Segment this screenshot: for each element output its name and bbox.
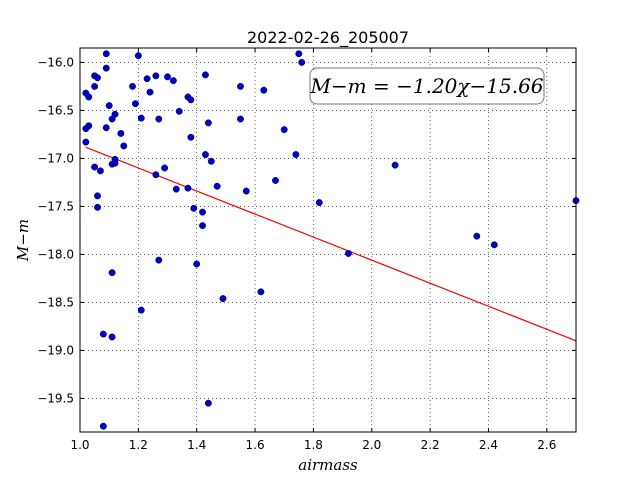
- y-tick-label: −18.5: [37, 295, 74, 309]
- data-point: [213, 182, 221, 190]
- data-point: [94, 192, 101, 200]
- data-point: [102, 124, 110, 132]
- grid-lines: [79, 48, 576, 432]
- data-point: [344, 249, 352, 257]
- fit-line-group: [85, 146, 577, 342]
- data-point: [137, 114, 145, 122]
- x-tick-label: 1.8: [304, 438, 323, 452]
- x-tick-label: 1.0: [70, 438, 89, 452]
- x-tick-label: 1.4: [187, 438, 206, 452]
- data-point: [94, 74, 101, 82]
- data-point: [102, 64, 110, 72]
- data-point: [102, 50, 110, 58]
- data-point: [199, 222, 206, 230]
- data-point: [207, 157, 215, 165]
- data-point: [96, 167, 104, 175]
- data-point: [315, 199, 323, 207]
- data-point: [473, 232, 481, 240]
- y-tick-label: −16.0: [37, 55, 74, 69]
- data-point: [193, 260, 201, 268]
- data-point: [91, 163, 99, 171]
- y-tick-label: −18.0: [37, 247, 74, 261]
- data-point: [117, 129, 125, 137]
- data-point: [82, 125, 90, 133]
- x-tick-label: 2.6: [537, 438, 556, 452]
- plot-area: [80, 48, 576, 432]
- data-point: [280, 126, 288, 134]
- y-tick-label: −17.5: [37, 199, 74, 213]
- data-point: [161, 164, 169, 172]
- data-point: [391, 161, 399, 169]
- x-tick-label: 2.0: [362, 438, 381, 452]
- data-point: [152, 72, 160, 80]
- data-point: [82, 138, 90, 146]
- data-point: [237, 82, 244, 90]
- data-point: [199, 208, 206, 216]
- data-point: [204, 399, 212, 407]
- fit-equation-box: M−m = −1.20χ−15.66: [309, 67, 545, 105]
- chart-title: 2022-02-26_205007: [247, 28, 409, 48]
- data-point: [155, 115, 163, 123]
- fit-equation-frame: [309, 67, 545, 105]
- data-point: [242, 187, 250, 195]
- data-point: [219, 295, 227, 303]
- data-point: [99, 422, 107, 430]
- plot-frame: [79, 47, 577, 433]
- data-point: [108, 115, 116, 123]
- x-tick-label: 1.2: [129, 438, 148, 452]
- data-point: [237, 115, 244, 123]
- data-point: [190, 204, 198, 212]
- y-tick-label: −19.0: [37, 343, 74, 357]
- y-tick-label: −17.0: [37, 151, 74, 165]
- x-tick-label: 1.6: [246, 438, 265, 452]
- fit-line: [85, 146, 577, 342]
- data-point: [298, 58, 306, 66]
- x-tick-label: 2.2: [421, 438, 440, 452]
- data-point: [91, 82, 99, 90]
- data-point: [257, 288, 265, 296]
- data-point: [202, 71, 209, 79]
- y-tick-label: −19.5: [37, 391, 74, 405]
- fit-equation-text: M−m = −1.20χ−15.66: [309, 74, 543, 98]
- data-point: [111, 159, 119, 167]
- data-point: [120, 142, 128, 150]
- data-point: [260, 86, 268, 94]
- data-point: [155, 256, 163, 264]
- data-point: [202, 151, 209, 159]
- axis-ticks: 1.0 1.2 1.4 1.6 1.8 2.0 2.2 2.4 2.6 −16.0 −16.5 −17…: [37, 48, 576, 452]
- data-point: [131, 100, 139, 108]
- data-points: [82, 50, 580, 430]
- data-point: [129, 82, 136, 90]
- data-point: [295, 50, 303, 58]
- data-point: [204, 119, 212, 127]
- data-point: [108, 269, 116, 277]
- data-point: [164, 73, 171, 81]
- data-point: [143, 75, 151, 83]
- x-tick-label: 2.4: [479, 438, 498, 452]
- data-point: [272, 177, 279, 184]
- data-point: [105, 102, 113, 110]
- data-point: [169, 77, 177, 85]
- data-point: [172, 185, 180, 193]
- data-point: [108, 333, 116, 341]
- data-point: [94, 203, 101, 211]
- data-point: [187, 96, 195, 104]
- data-point: [137, 306, 145, 314]
- y-tick-label: −16.5: [37, 103, 74, 117]
- data-point: [490, 241, 498, 249]
- data-point: [85, 93, 93, 101]
- data-point: [175, 107, 183, 115]
- data-point: [134, 52, 142, 60]
- data-point: [184, 184, 192, 192]
- data-point: [99, 330, 107, 338]
- data-point: [152, 171, 160, 179]
- x-axis-label: airmass: [298, 456, 358, 474]
- data-point: [292, 151, 300, 159]
- y-axis-label: M−m: [14, 219, 32, 262]
- data-point: [187, 133, 195, 141]
- data-point: [146, 88, 154, 96]
